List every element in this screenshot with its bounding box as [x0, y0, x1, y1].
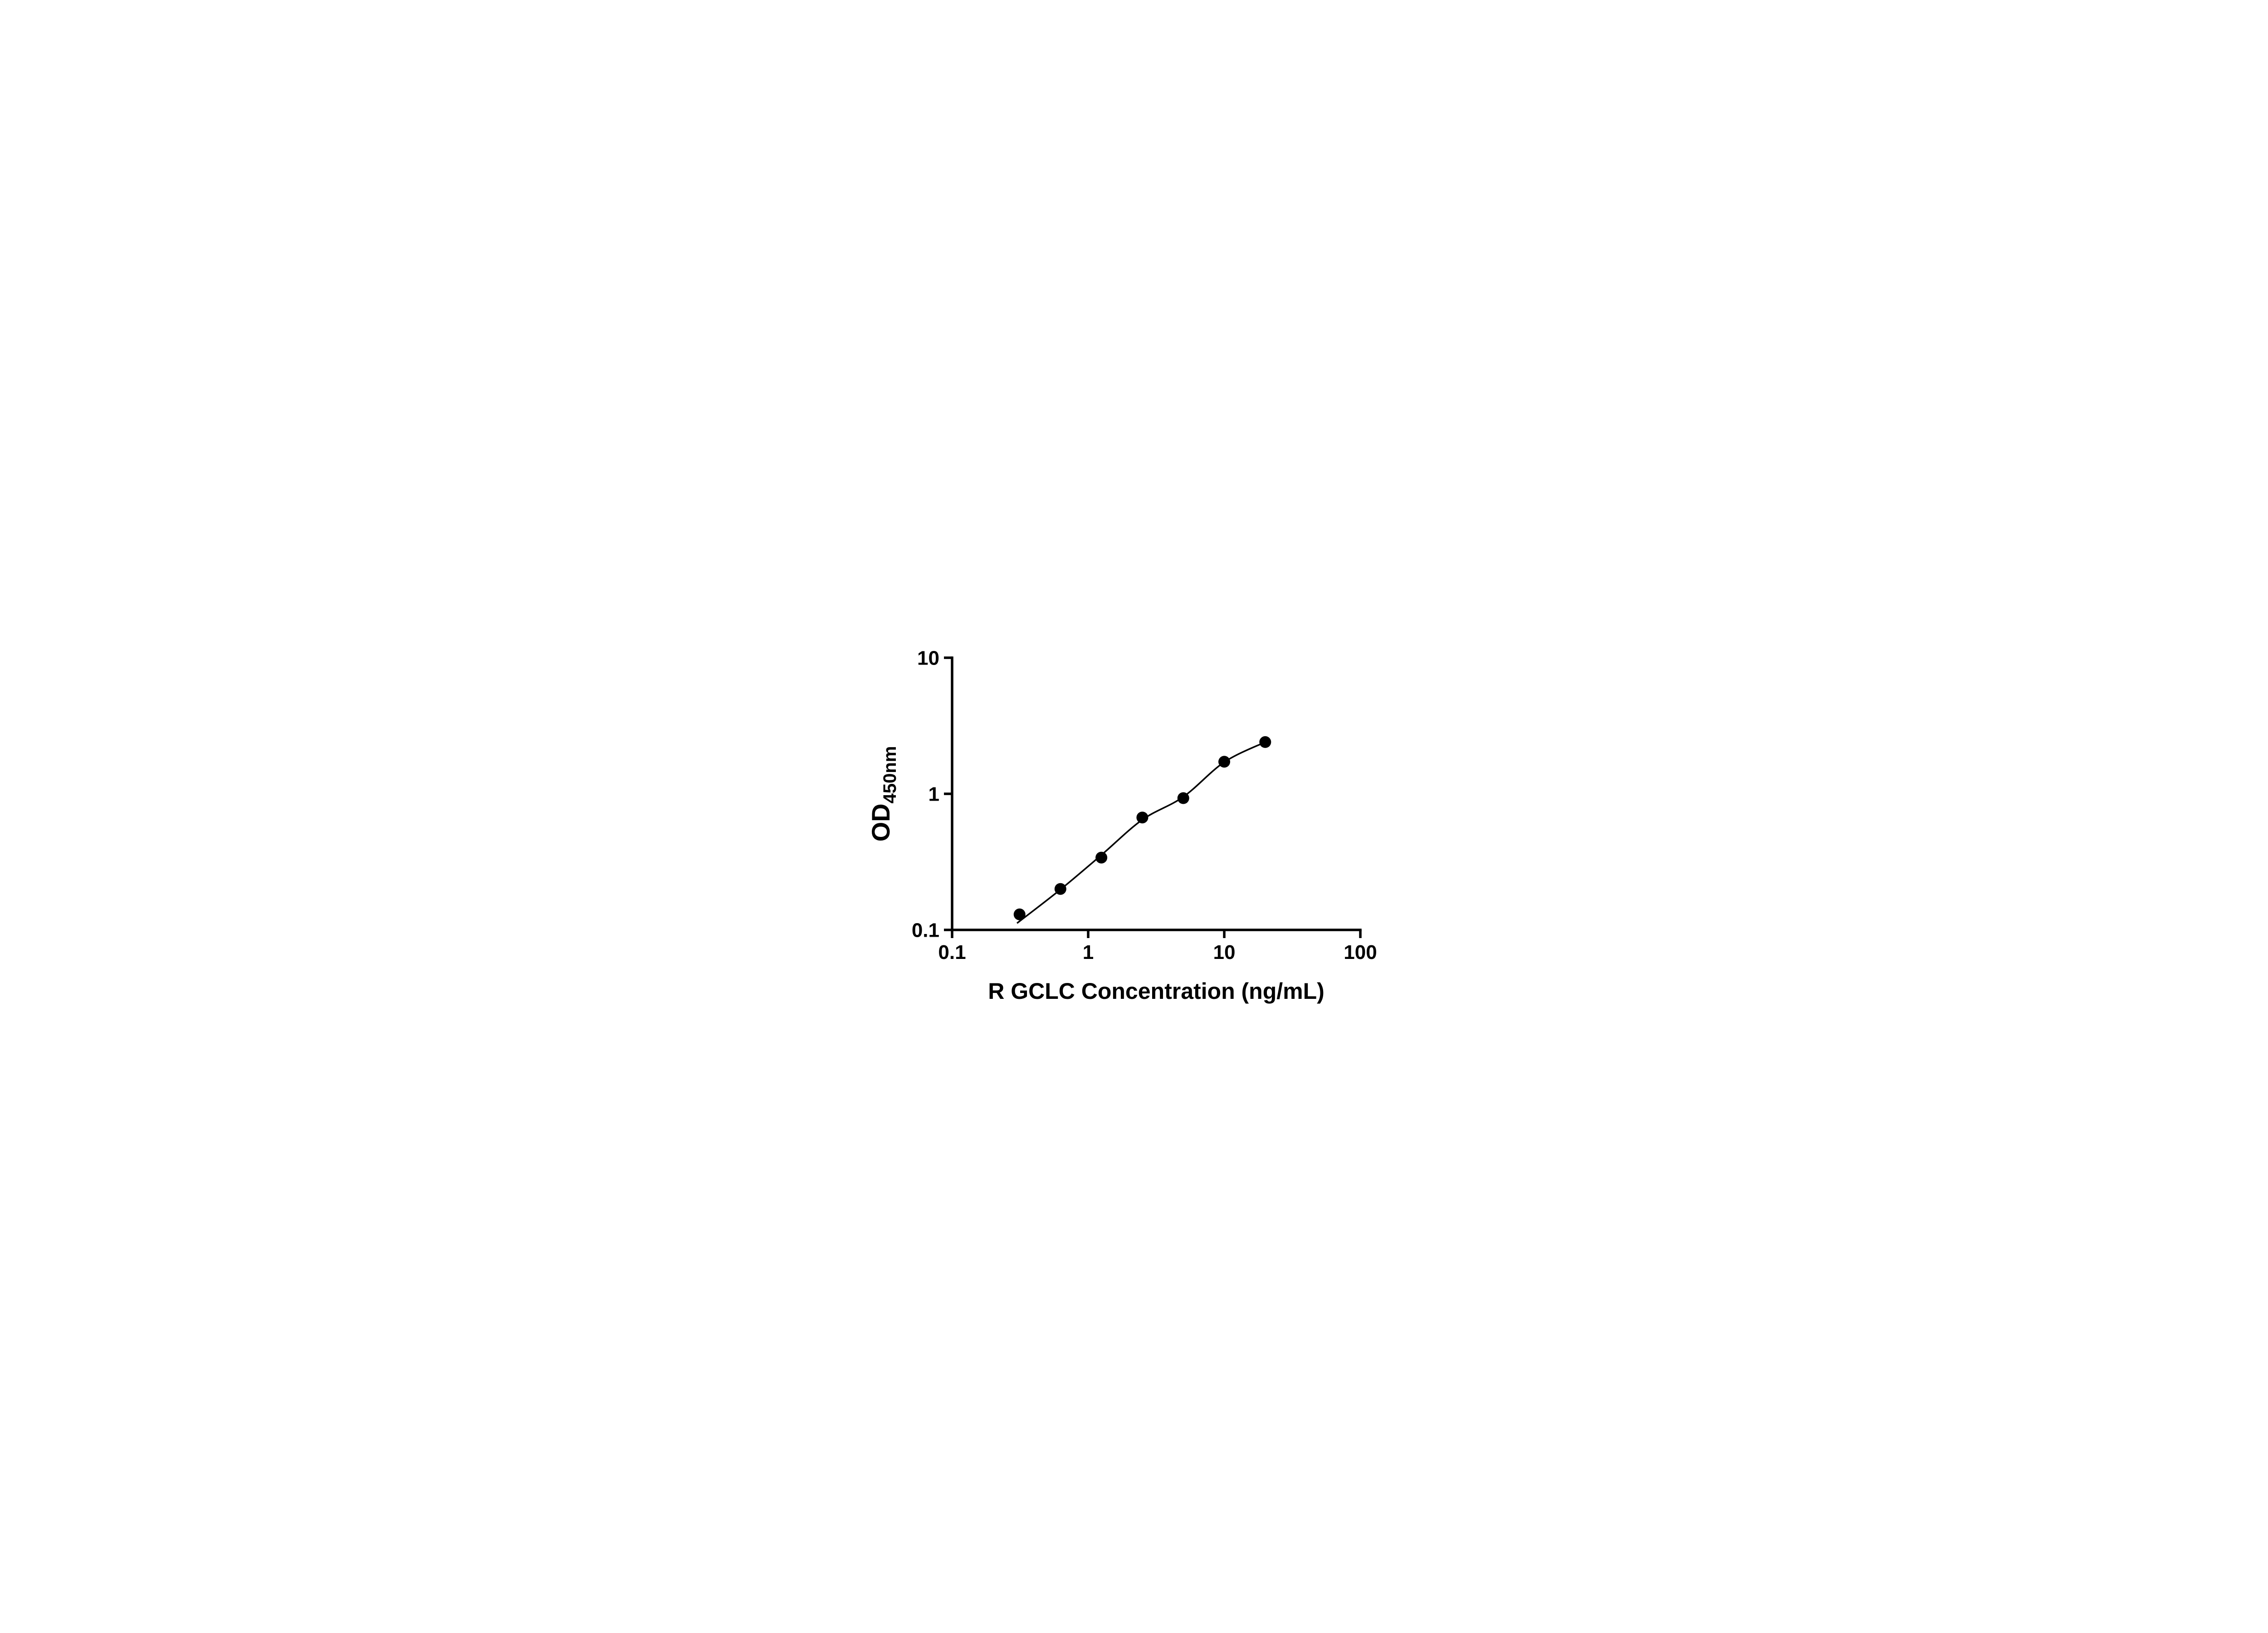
- data-point: [1259, 736, 1271, 748]
- data-point: [1054, 883, 1066, 895]
- axis-lines: [951, 656, 1362, 931]
- x-tick-label: 10: [1213, 941, 1236, 963]
- data-point: [1218, 756, 1230, 768]
- y-axis-title-subscript: 450nm: [880, 746, 900, 804]
- y-tick-label: 0.1: [912, 919, 939, 941]
- data-point: [1136, 812, 1149, 824]
- x-tick-label: 100: [1344, 941, 1377, 963]
- chart-canvas: 0.1 1 10 100 10 1 0.1 R GCLC Concentration (ng/…: [866, 647, 1377, 1004]
- x-axis-title: R GCLC Concentration (ng/mL): [988, 978, 1325, 1004]
- elisa-standard-curve-figure: 0.1 1 10 100 10 1 0.1 R GCLC Concentration (ng/…: [848, 612, 1420, 1021]
- data-point: [1095, 851, 1108, 864]
- x-tick-label: 0.1: [938, 941, 966, 963]
- y-axis-title-main: OD: [866, 803, 895, 841]
- y-axis-title: OD450nm: [866, 746, 900, 842]
- y-tick-label: 10: [917, 647, 939, 669]
- y-tick-label: 1: [929, 783, 939, 805]
- x-tick-label: 1: [1083, 941, 1094, 963]
- fit-curve: [1017, 741, 1266, 924]
- data-point: [1013, 908, 1026, 920]
- data-point: [1177, 792, 1189, 804]
